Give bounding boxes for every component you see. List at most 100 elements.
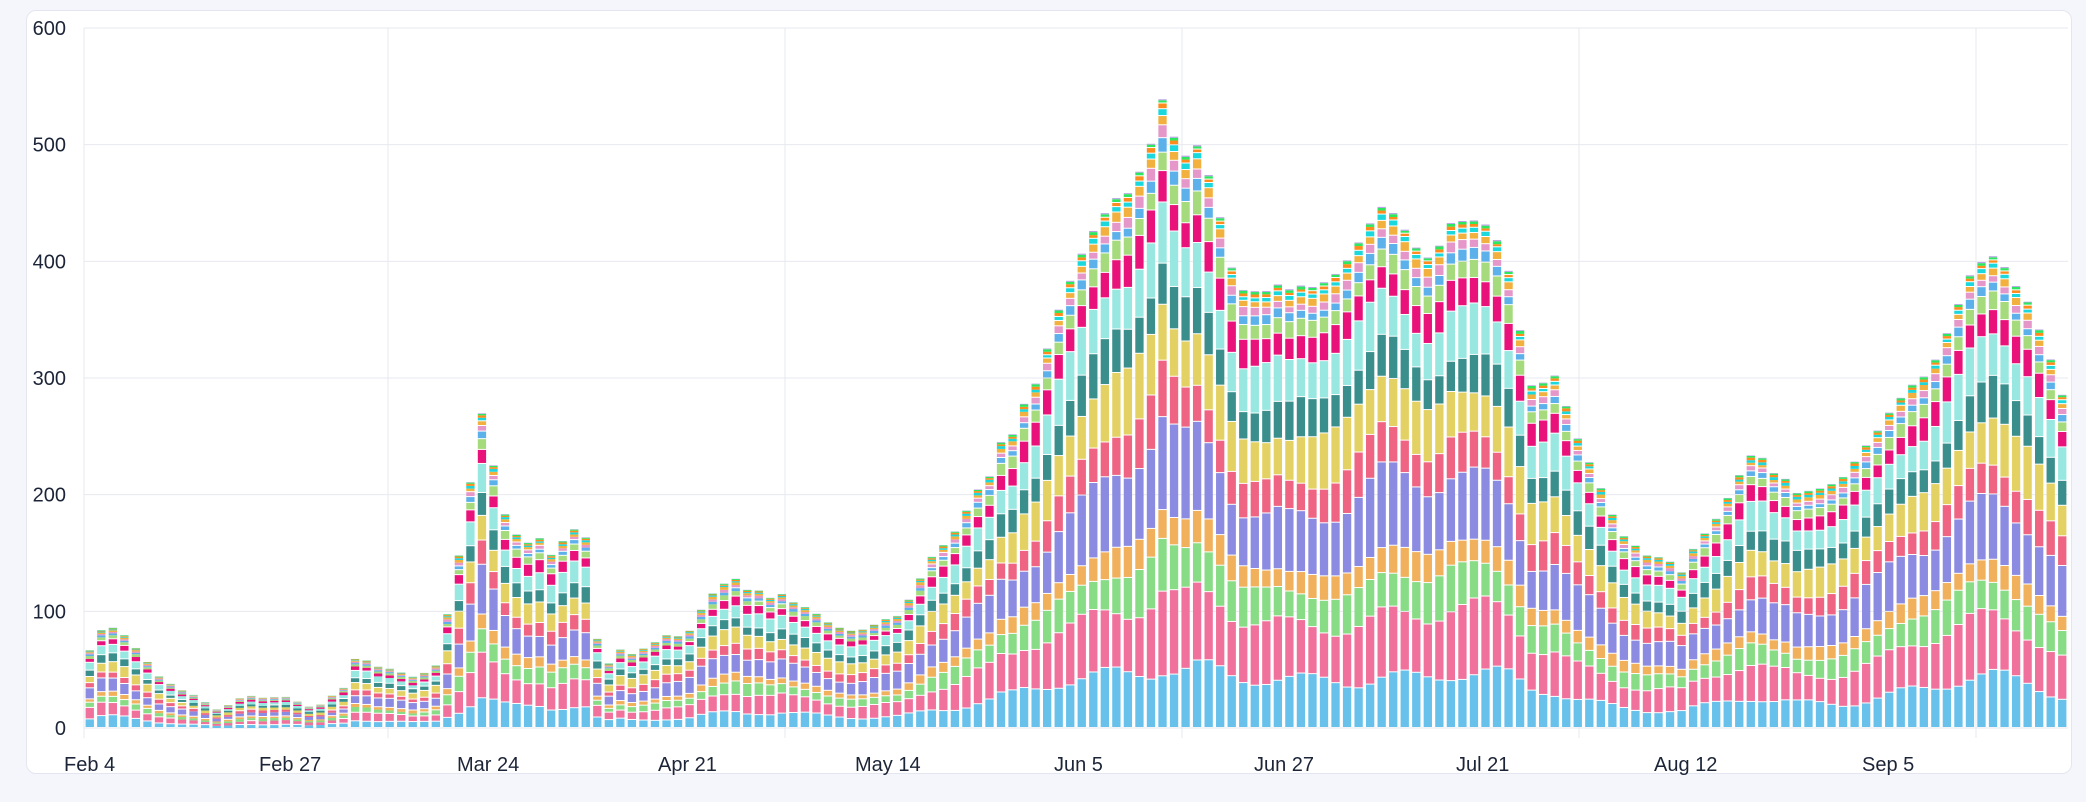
bar-segment bbox=[570, 530, 579, 533]
bar-segment bbox=[535, 542, 544, 545]
bar-stack bbox=[2035, 329, 2044, 727]
bar-segment bbox=[1769, 702, 1779, 727]
bar-segment bbox=[1654, 602, 1663, 613]
bar-segment bbox=[1054, 456, 1063, 496]
bar-stack bbox=[1365, 223, 1375, 727]
bar-segment bbox=[570, 598, 579, 615]
bar-segment bbox=[1308, 437, 1317, 489]
bar-segment bbox=[685, 631, 694, 633]
bar-segment bbox=[1861, 477, 1871, 490]
bar-segment bbox=[2011, 293, 2021, 298]
bar-segment bbox=[673, 707, 683, 719]
bar-segment bbox=[1446, 541, 1456, 565]
bar-segment bbox=[2035, 346, 2044, 355]
bar-segment bbox=[373, 698, 383, 707]
bar-segment bbox=[1527, 503, 1536, 545]
bar-segment bbox=[685, 705, 694, 718]
bar-segment bbox=[431, 676, 440, 681]
bar-segment bbox=[1227, 352, 1236, 392]
bar-segment bbox=[1227, 555, 1236, 581]
bar-segment bbox=[1342, 687, 1352, 727]
bar-stack bbox=[1804, 490, 1813, 727]
bar-segment bbox=[720, 646, 729, 655]
bar-segment bbox=[1550, 385, 1559, 390]
bar-segment bbox=[1931, 362, 1940, 365]
bar-segment bbox=[916, 596, 925, 604]
bar-segment bbox=[120, 667, 129, 677]
bar-segment bbox=[512, 666, 521, 680]
bar-segment bbox=[1954, 337, 1963, 350]
bar-segment bbox=[743, 676, 752, 684]
bar-segment bbox=[985, 633, 994, 645]
bar-segment bbox=[1019, 423, 1029, 428]
bar-segment bbox=[1043, 480, 1052, 521]
bar-segment bbox=[1735, 637, 1744, 649]
bar-segment bbox=[1700, 703, 1709, 727]
bar-stack bbox=[1146, 143, 1156, 727]
bar-segment bbox=[1642, 558, 1652, 560]
bar-segment bbox=[570, 615, 579, 630]
bar-stack bbox=[1908, 384, 1917, 727]
bar-segment bbox=[373, 670, 383, 672]
bar-segment bbox=[1481, 307, 1490, 354]
bar-segment bbox=[1319, 282, 1329, 284]
bar-segment bbox=[789, 611, 798, 616]
bar-segment bbox=[1942, 583, 1952, 600]
bar-segment bbox=[1492, 259, 1502, 266]
bar-segment bbox=[1492, 602, 1502, 666]
bar-stack bbox=[1977, 262, 1986, 727]
bar-segment bbox=[1285, 313, 1294, 322]
bar-segment bbox=[2046, 652, 2055, 697]
bar-segment bbox=[858, 630, 867, 632]
bar-segment bbox=[1769, 561, 1779, 583]
bar-stack bbox=[454, 555, 464, 727]
bar-segment bbox=[1585, 666, 1594, 699]
bar-segment bbox=[1481, 596, 1490, 669]
bar-segment bbox=[1135, 196, 1144, 208]
bar-segment bbox=[1850, 636, 1859, 649]
bar-segment bbox=[1573, 661, 1582, 699]
bar-segment bbox=[1504, 270, 1513, 272]
bar-segment bbox=[777, 650, 787, 659]
bar-segment bbox=[1954, 304, 1963, 305]
bar-segment bbox=[224, 709, 233, 711]
bar-segment bbox=[835, 627, 844, 629]
bar-segment bbox=[1146, 210, 1156, 243]
bar-segment bbox=[627, 657, 637, 659]
bar-segment bbox=[1354, 321, 1363, 370]
bar-segment bbox=[120, 678, 129, 683]
bar-segment bbox=[258, 718, 267, 722]
bar-segment bbox=[1977, 560, 1986, 580]
bar-segment bbox=[800, 608, 810, 609]
bar-segment bbox=[904, 655, 913, 664]
bar-segment bbox=[1158, 304, 1167, 360]
bar-segment bbox=[570, 540, 579, 544]
bar-segment bbox=[1585, 492, 1594, 504]
bar-segment bbox=[166, 685, 175, 687]
bar-segment bbox=[1700, 535, 1709, 537]
bar-segment bbox=[731, 627, 740, 643]
bar-segment bbox=[1296, 286, 1306, 290]
bar-segment bbox=[800, 712, 810, 727]
bar-segment bbox=[1965, 432, 1975, 468]
bar-segment bbox=[1469, 431, 1479, 467]
bar-segment bbox=[685, 638, 694, 642]
bar-segment bbox=[1515, 354, 1525, 360]
bar-segment bbox=[1481, 224, 1490, 226]
bar-segment bbox=[1781, 642, 1790, 653]
bar-segment bbox=[1481, 225, 1490, 229]
bar-segment bbox=[1239, 307, 1248, 316]
bar-segment bbox=[316, 710, 325, 713]
bar-segment bbox=[431, 670, 440, 673]
bar-segment bbox=[489, 530, 498, 550]
bar-stack bbox=[1319, 282, 1329, 727]
bar-segment bbox=[708, 616, 717, 626]
bar-segment bbox=[950, 614, 960, 631]
bar-segment bbox=[1608, 653, 1617, 666]
bar-segment bbox=[1988, 276, 1998, 282]
bar-segment bbox=[916, 626, 925, 643]
bar-segment bbox=[339, 690, 348, 692]
bar-segment bbox=[662, 665, 671, 674]
bar-segment bbox=[200, 706, 210, 709]
bar-segment bbox=[131, 704, 141, 710]
